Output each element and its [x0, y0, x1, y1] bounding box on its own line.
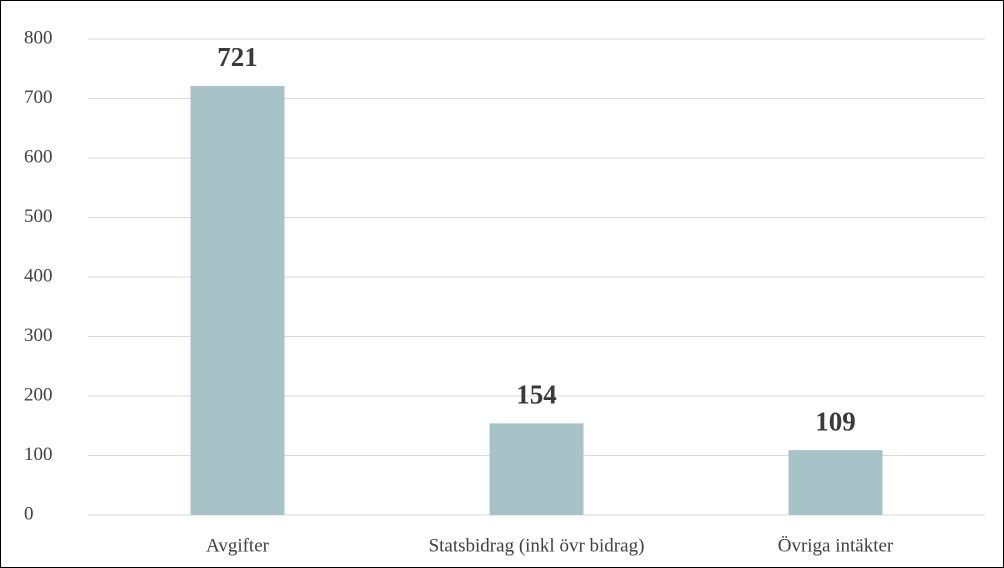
data-label: 154 — [516, 380, 557, 410]
x-tick-label: Övriga intäkter — [778, 535, 894, 556]
data-label: 109 — [815, 406, 856, 436]
y-tick-label: 200 — [24, 384, 53, 405]
y-tick-label: 500 — [24, 206, 53, 227]
y-tick-label: 800 — [24, 27, 53, 48]
y-tick-label: 100 — [24, 444, 53, 465]
x-tick-label: Avgifter — [206, 535, 270, 556]
y-tick-label: 600 — [24, 146, 53, 167]
bar — [788, 450, 883, 515]
y-tick-label: 700 — [24, 87, 53, 108]
y-tick-label: 0 — [24, 503, 34, 524]
bar — [190, 86, 285, 515]
y-tick-label: 300 — [24, 325, 53, 346]
y-tick-label: 400 — [24, 265, 53, 286]
bar — [489, 423, 584, 515]
data-label: 721 — [217, 42, 258, 72]
x-tick-label: Statsbidrag (inkl övr bidrag) — [429, 535, 645, 556]
